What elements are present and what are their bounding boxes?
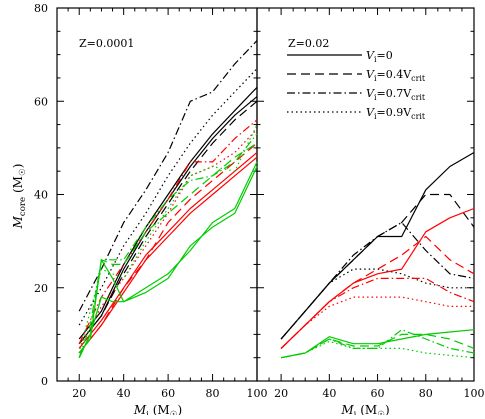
legend-label: Vi=0 <box>366 49 393 64</box>
x-tick-label: 20 <box>72 387 86 400</box>
legend-label: Vi=0.7Vcrit <box>366 87 426 102</box>
series-line-left-13 <box>78 133 258 358</box>
x-tick-label: 20 <box>274 387 288 400</box>
panel-left-frame <box>56 7 258 382</box>
y-tick-label: 60 <box>34 95 48 108</box>
x-tick-label: 60 <box>161 387 175 400</box>
series-line-left-12 <box>78 142 258 358</box>
series-line-left-6 <box>78 156 258 354</box>
series-line-right-3 <box>280 268 474 340</box>
x-tick-label: 40 <box>117 387 131 400</box>
x-tick-label: 60 <box>371 387 385 400</box>
series-line-left-14 <box>78 124 258 354</box>
series-line-right-10 <box>280 329 475 359</box>
series-line-left-4 <box>78 68 258 326</box>
grid-layer <box>56 7 475 382</box>
series-line-left-11 <box>78 161 258 354</box>
series-line-right-5 <box>280 235 475 349</box>
series-line-left-8 <box>78 119 258 344</box>
series-line-right-2 <box>280 221 475 340</box>
text-layer: 20 40 60 80 100 0 20 40 60 80 Z=0.0001 Mi (M☉) 20 40 6… <box>11 2 485 419</box>
series-line-left-0 <box>78 86 258 340</box>
panel-right-frame <box>256 7 475 382</box>
x-tick-label: 80 <box>419 387 433 400</box>
series-line-right-8 <box>280 329 475 359</box>
series-line-left-3 <box>78 40 258 312</box>
x-axis-label: Mi (M☉) <box>340 403 389 415</box>
series-line-right-9 <box>280 333 475 359</box>
x-axis-label: Mi (M☉) <box>133 403 182 415</box>
series-line-right-0 <box>280 151 475 340</box>
series-line-left-5 <box>78 152 258 349</box>
x-tick-label: 100 <box>464 387 485 400</box>
y-axis-label: Mcore (M☉) <box>11 164 28 230</box>
legend-label: Vi=0.4Vcrit <box>366 68 426 83</box>
series-line-left-10 <box>78 166 258 358</box>
x-tick-label: 80 <box>206 387 220 400</box>
series-line-left-9 <box>78 128 258 349</box>
y-tick-label: 80 <box>34 2 48 15</box>
series-line-left-7 <box>78 142 258 354</box>
y-tick-label: 20 <box>34 282 48 295</box>
y-tick-label: 0 <box>41 375 48 388</box>
series-layer <box>78 40 475 359</box>
series-line-right-1 <box>280 193 475 340</box>
x-tick-label: 40 <box>322 387 336 400</box>
panel-annotation: Z=0.0001 <box>79 37 134 50</box>
series-line-right-6 <box>280 277 475 349</box>
x-tick-label: 100 <box>247 387 268 400</box>
y-tick-label: 40 <box>34 189 48 202</box>
legend-label: Vi=0.9Vcrit <box>366 106 426 121</box>
panel-annotation: Z=0.02 <box>288 37 329 50</box>
